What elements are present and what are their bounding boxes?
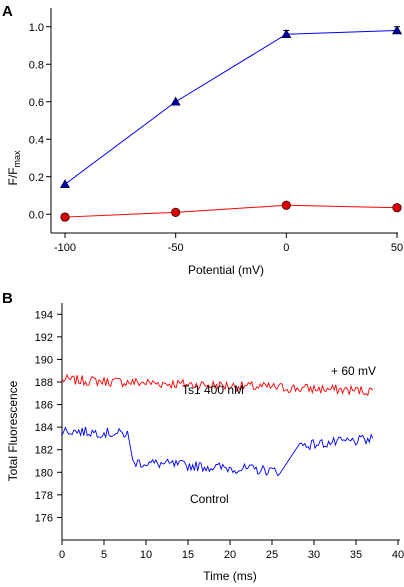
panel-b-y-ticks: 176 178 180 182 184 186 188 190 192 194 (35, 309, 62, 524)
panel-b-y-tick-label: 182 (35, 445, 53, 457)
control-annotation: Control (190, 492, 229, 506)
panel-a-y-tick-label: 1.0 (29, 22, 44, 34)
panel-b-x-tick-label: 40 (392, 549, 404, 561)
panel-a-circle-marker (60, 212, 70, 222)
panel-b-y-tick-label: 192 (35, 332, 53, 344)
panel-a-x-tick-label: 50 (391, 242, 403, 254)
panel-b-x-tick-label: 25 (266, 549, 278, 561)
panel-b-y-tick-label: 184 (35, 422, 53, 434)
panel-b-x-ticks: 0 5 10 15 20 25 30 35 40 (59, 540, 404, 561)
panel-a-letter: A (2, 3, 13, 20)
panel-b-x-axis-title: Time (ms) (203, 569, 257, 583)
panel-a-triangle-marker (170, 96, 181, 106)
panel-a-y-axis-title-sub: max (12, 150, 22, 168)
panel-a-x-tick-label: 0 (283, 242, 289, 254)
panel-b-x-tick-label: 35 (350, 549, 362, 561)
panel-a-x-tick-label: -100 (54, 242, 76, 254)
panel-b-x-tick-label: 15 (182, 549, 194, 561)
panel-a-triangle-marker (59, 179, 71, 189)
panel-b-y-tick-label: 186 (35, 400, 53, 412)
panel-b-letter: B (2, 290, 13, 307)
panel-a-triangle-marker (281, 29, 292, 39)
panel-b-y-tick-label: 180 (35, 467, 53, 479)
panel-b-series-1-trace (61, 373, 374, 397)
panel-b-x-tick-label: 5 (101, 549, 107, 561)
panel-b-x-tick-label: 10 (140, 549, 152, 561)
panel-a-circle-marker (171, 207, 181, 217)
panel-a-y-tick-label: 0.4 (29, 134, 44, 146)
panel-a-circle-marker (281, 200, 291, 210)
panel-b-y-tick-label: 190 (35, 354, 53, 366)
svg-text:F/Fmax: F/Fmax (6, 150, 22, 186)
panel-a-y-tick-label: 0.8 (29, 59, 44, 71)
panel-b-series-2-trace (61, 426, 374, 477)
panel-a-triangle-marker (391, 25, 403, 35)
panel-b-y-tick-label: 194 (35, 309, 53, 321)
panel-a-y-tick-label: 0.0 (29, 209, 44, 221)
panel-a-series-1-line (64, 30, 398, 185)
panel-a-x-ticks: -100 -50 0 50 (54, 233, 403, 254)
panel-b-plot-area (61, 373, 374, 477)
panel-b: B Total Fluorescence 1761781801821841861… (2, 290, 404, 583)
panel-a-series-2-line (64, 204, 398, 218)
panel-b-x-tick-label: 20 (224, 549, 236, 561)
panel-a-y-tick-label: 0.2 (29, 172, 44, 184)
panel-b-x-tick-label: 30 (308, 549, 320, 561)
panel-a-x-axis-title: Potential (mV) (188, 263, 264, 277)
panel-a-x-tick-label: -50 (168, 242, 184, 254)
voltage-annotation: + 60 mV (331, 364, 376, 378)
ts1-annotation: Ts1 400 nM (182, 383, 244, 397)
panel-b-y-tick-label: 176 (35, 512, 53, 524)
panel-a-y-tick-label: 0.6 (29, 97, 44, 109)
panel-b-y-tick-label: 178 (35, 490, 53, 502)
panel-a-circle-marker (392, 203, 402, 213)
panel-a-y-axis-title: F/Fmax (6, 150, 22, 186)
panel-a-plot-area (59, 25, 403, 222)
panel-a-y-ticks: 0.0 0.2 0.4 0.6 0.8 1.0 (29, 22, 51, 221)
panel-a-y-axis-title-main: F/F (6, 168, 20, 186)
panel-b-y-tick-label: 188 (35, 377, 53, 389)
panel-b-y-axis-title: Total Fluorescence (6, 380, 20, 481)
panel-a: A F/Fmax 0.0 0.2 0.4 0.6 0.8 1.0 -100 -50 0 50 P… (2, 3, 403, 277)
panel-b-x-tick-label: 0 (59, 549, 65, 561)
